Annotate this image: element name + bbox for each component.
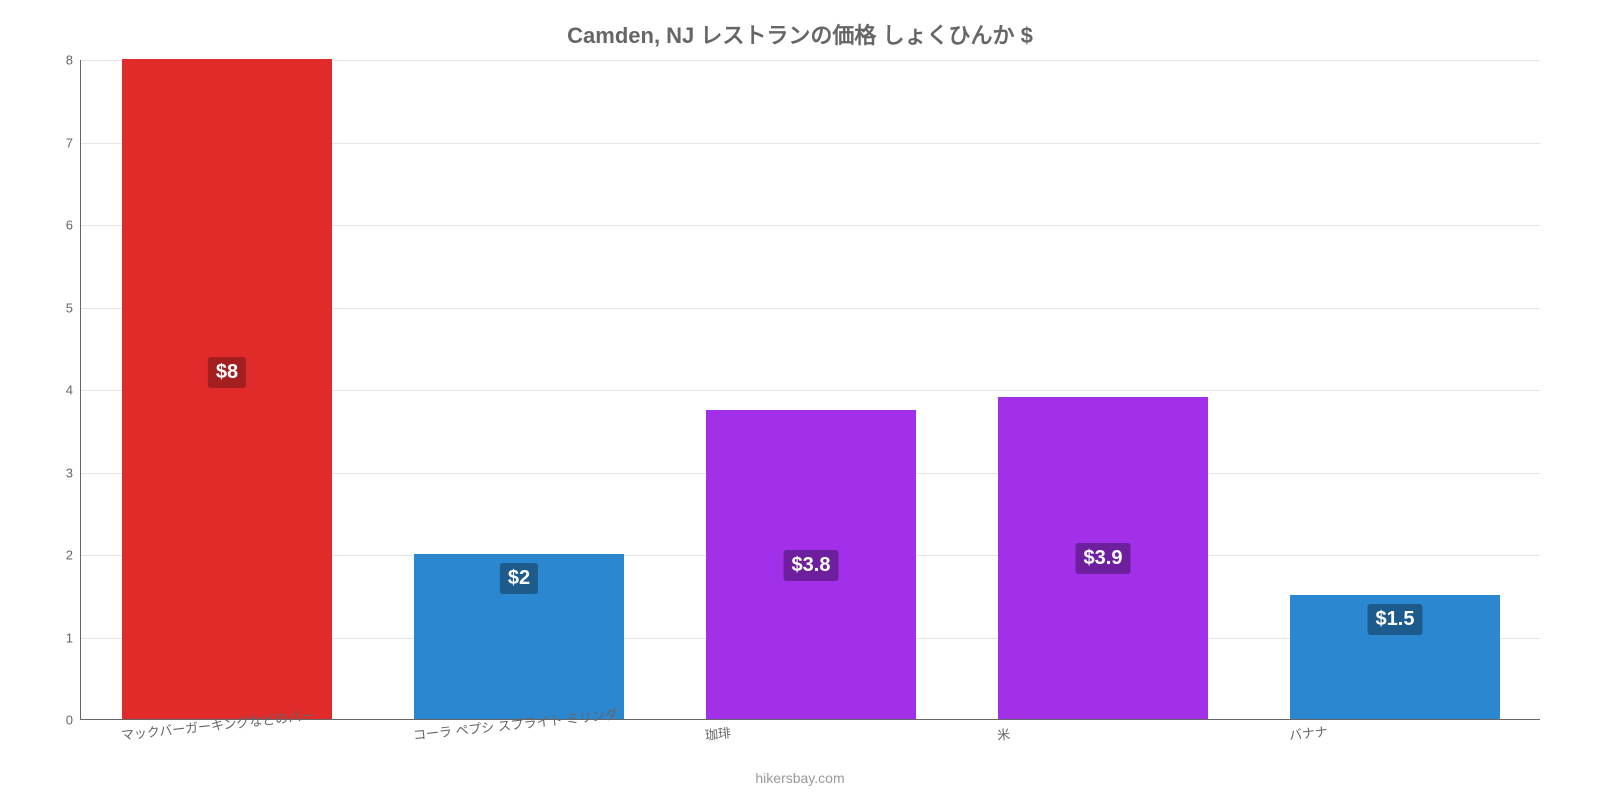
xtick-label: 珈琲: [704, 722, 732, 744]
xtick-label: 米: [996, 724, 1011, 744]
attribution-text: hikersbay.com: [0, 770, 1600, 786]
xtick-label: バナナ: [1288, 721, 1329, 744]
ytick-label: 4: [66, 383, 81, 398]
plot-area: 012345678$8マックバーガーキングなどのバー$2コーラ ペプシ スプライ…: [80, 60, 1540, 720]
ytick-label: 3: [66, 465, 81, 480]
ytick-label: 6: [66, 218, 81, 233]
bar-value-label: $1.5: [1368, 604, 1423, 635]
bar: [122, 59, 332, 719]
bar-value-label: $3.9: [1076, 543, 1131, 574]
bar-value-label: $2: [500, 563, 538, 594]
ytick-label: 5: [66, 300, 81, 315]
ytick-label: 1: [66, 630, 81, 645]
bar-value-label: $3.8: [784, 550, 839, 581]
chart-title: Camden, NJ レストランの価格 しょくひんか $: [0, 18, 1600, 50]
ytick-label: 2: [66, 548, 81, 563]
ytick-label: 8: [66, 53, 81, 68]
chart-container: Camden, NJ レストランの価格 しょくひんか $ 012345678$8…: [0, 0, 1600, 800]
bar-value-label: $8: [208, 357, 246, 388]
ytick-label: 0: [66, 713, 81, 728]
ytick-label: 7: [66, 135, 81, 150]
